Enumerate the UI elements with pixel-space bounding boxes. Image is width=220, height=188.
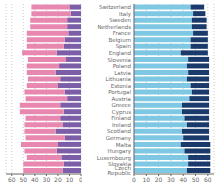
svg-text:Slovenia: Slovenia — [108, 57, 131, 63]
svg-text:0: 0 — [79, 176, 82, 183]
svg-text:Hungary: Hungary — [108, 148, 132, 155]
svg-text:Luxembourg: Luxembourg — [97, 155, 131, 162]
svg-text:30: 30 — [43, 176, 51, 183]
svg-text:Estonia: Estonia — [111, 83, 131, 89]
svg-text:England: England — [109, 50, 131, 57]
svg-text:40: 40 — [31, 176, 39, 183]
svg-text:Greece: Greece — [111, 102, 131, 108]
svg-text:France: France — [113, 30, 132, 36]
svg-text:Ireland: Ireland — [112, 122, 131, 128]
svg-text:50: 50 — [192, 176, 200, 183]
svg-text:Malta: Malta — [116, 142, 131, 148]
svg-text:Italy: Italy — [119, 11, 132, 18]
svg-text:Spain: Spain — [116, 43, 132, 50]
svg-text:20: 20 — [155, 176, 163, 183]
svg-text:30: 30 — [167, 176, 175, 183]
svg-text:10: 10 — [66, 176, 74, 183]
svg-text:Sweden: Sweden — [109, 17, 131, 23]
svg-text:20: 20 — [54, 176, 62, 183]
svg-text:Netherlands: Netherlands — [97, 24, 131, 30]
svg-text:60: 60 — [8, 176, 16, 183]
svg-text:0: 0 — [132, 176, 136, 183]
svg-text:Cyprus: Cyprus — [112, 109, 131, 116]
svg-text:Lithuania: Lithuania — [106, 76, 131, 82]
svg-text:Scotland: Scotland — [107, 128, 131, 134]
svg-text:Latvia: Latvia — [114, 70, 131, 76]
svg-text:Austria: Austria — [112, 96, 131, 102]
svg-text:40: 40 — [179, 176, 187, 183]
svg-text:Finland: Finland — [111, 115, 131, 121]
svg-text:Poland: Poland — [113, 63, 131, 69]
svg-text:60: 60 — [204, 176, 212, 183]
svg-text:Germany: Germany — [106, 135, 132, 142]
svg-text:Portugal: Portugal — [108, 89, 131, 96]
svg-text:50: 50 — [19, 176, 27, 183]
svg-text:Switzerland: Switzerland — [99, 4, 131, 10]
svg-text:Belgium: Belgium — [108, 37, 131, 44]
svg-text:Slovakia: Slovakia — [108, 161, 131, 167]
svg-text:10: 10 — [142, 176, 150, 183]
